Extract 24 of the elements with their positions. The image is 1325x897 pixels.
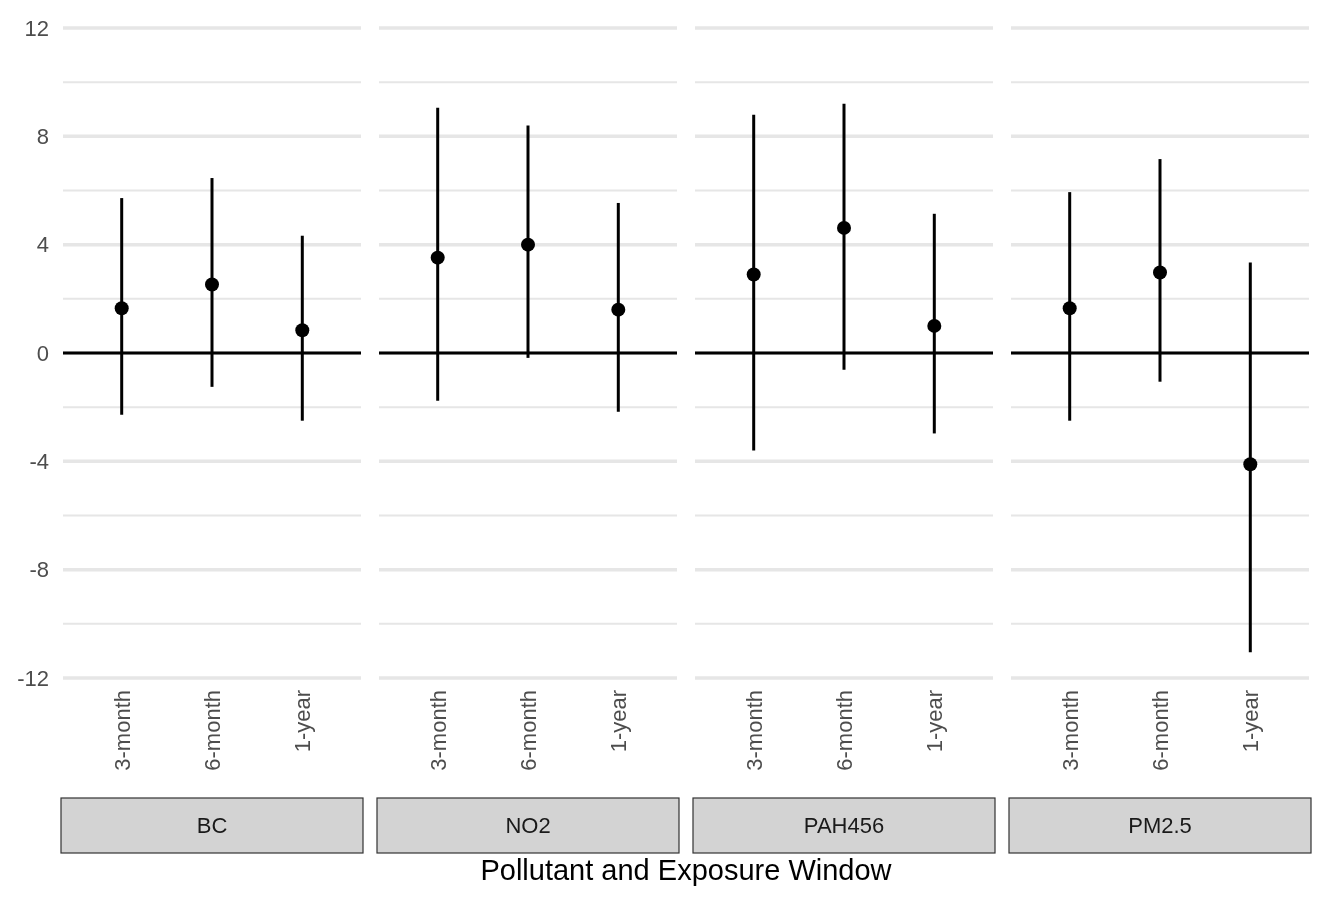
x-tick-label: 1-year [922, 690, 948, 753]
x-tick-label: 6-month [516, 690, 541, 771]
x-tick-label: 3-month [109, 690, 135, 771]
y-tick-label: -8 [29, 557, 49, 583]
x-tick-label: 3-month [1057, 690, 1083, 771]
y-tick-label: 12 [24, 15, 49, 41]
x-tick-label: 1-year [290, 690, 316, 753]
text: BC [196, 812, 228, 838]
x-tick-label: 1-year [606, 690, 632, 753]
y-tick-label: -12 [17, 665, 49, 691]
x-tick-label: 6-month [1148, 690, 1173, 771]
x-tick-label: 6-month [200, 690, 225, 771]
text: PM2.5 [1128, 812, 1192, 838]
x-tick-label: 1-year [1238, 690, 1264, 753]
x-tick-label: 6-month [832, 690, 857, 771]
y-tick-label: 8 [36, 124, 49, 150]
text: NO2 [505, 812, 551, 838]
y-tick-label: -4 [29, 449, 49, 475]
x-tick-label: 3-month [425, 690, 451, 771]
text: PAH456 [803, 812, 885, 838]
y-tick-label: 4 [36, 232, 49, 258]
y-tick-label: 0 [36, 340, 49, 366]
x-axis-title: Pollutant and Exposure Window [480, 854, 893, 886]
x-tick-label: 3-month [741, 690, 767, 771]
